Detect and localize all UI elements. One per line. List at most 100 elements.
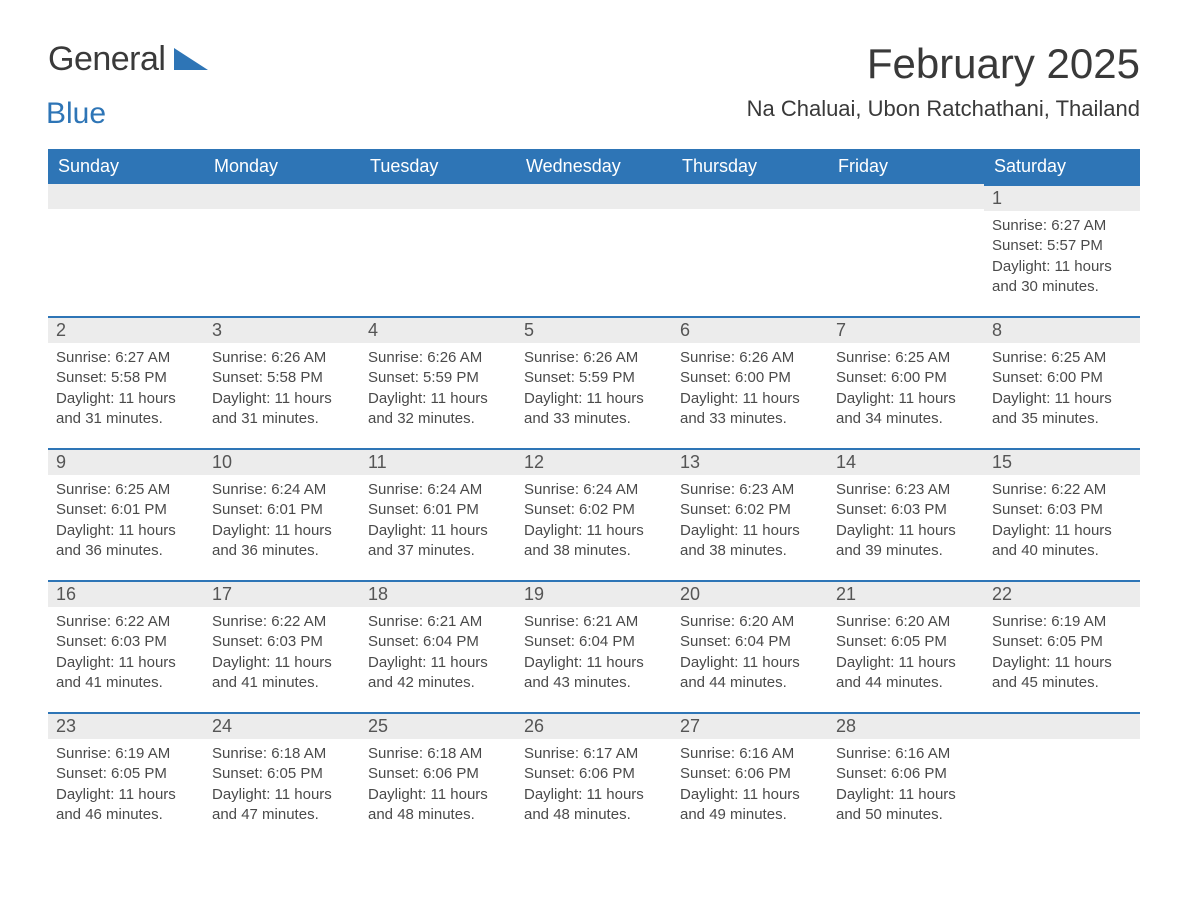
daylight-line: Daylight: 11 hours and 45 minutes. — [992, 653, 1132, 694]
sunset-line: Sunset: 6:04 PM — [524, 632, 664, 652]
daylight-line: Daylight: 11 hours and 30 minutes. — [992, 257, 1132, 298]
calendar-day-cell: 12Sunrise: 6:24 AMSunset: 6:02 PMDayligh… — [516, 448, 672, 580]
sunset-line: Sunset: 6:00 PM — [992, 368, 1132, 388]
day-number: 18 — [360, 580, 516, 607]
day-number: 1 — [984, 184, 1140, 211]
calendar-week-row: 1Sunrise: 6:27 AMSunset: 5:57 PMDaylight… — [48, 184, 1140, 316]
sunrise-line: Sunrise: 6:16 AM — [680, 744, 820, 764]
sunrise-line: Sunrise: 6:27 AM — [992, 216, 1132, 236]
daylight-line: Daylight: 11 hours and 41 minutes. — [56, 653, 196, 694]
sunrise-line: Sunrise: 6:17 AM — [524, 744, 664, 764]
calendar-day-cell: 25Sunrise: 6:18 AMSunset: 6:06 PMDayligh… — [360, 712, 516, 844]
sunrise-line: Sunrise: 6:23 AM — [836, 480, 976, 500]
calendar-day-cell: 3 Sunrise: 6:26 AMSunset: 5:58 PMDaylight… — [204, 316, 360, 448]
sunrise-line: Sunrise: 6:22 AM — [992, 480, 1132, 500]
day-data: Sunrise: 6:26 AMSunset: 5:59 PMDaylight:… — [516, 343, 672, 437]
sunset-line: Sunset: 6:03 PM — [56, 632, 196, 652]
sunrise-line: Sunrise: 6:20 AM — [680, 612, 820, 632]
day-data: Sunrise: 6:21 AMSunset: 6:04 PMDaylight:… — [516, 607, 672, 701]
sunset-line: Sunset: 6:05 PM — [992, 632, 1132, 652]
sunset-line: Sunset: 6:06 PM — [524, 764, 664, 784]
header: General Blue February 2025 Na Chaluai, U… — [48, 40, 1140, 131]
calendar-day-cell: 8Sunrise: 6:25 AMSunset: 6:00 PMDaylight… — [984, 316, 1140, 448]
sunset-line: Sunset: 6:06 PM — [368, 764, 508, 784]
day-number: 24 — [204, 712, 360, 739]
daylight-line: Daylight: 11 hours and 40 minutes. — [992, 521, 1132, 562]
daylight-line: Daylight: 11 hours and 48 minutes. — [368, 785, 508, 826]
calendar-week-row: 23Sunrise: 6:19 AMSunset: 6:05 PMDayligh… — [48, 712, 1140, 844]
day-data: Sunrise: 6:26 AMSunset: 6:00 PMDaylight:… — [672, 343, 828, 437]
day-number: 28 — [828, 712, 984, 739]
sunset-line: Sunset: 5:58 PM — [56, 368, 196, 388]
calendar-day-cell — [516, 184, 672, 316]
day-data: Sunrise: 6:25 AMSunset: 6:01 PMDaylight:… — [48, 475, 204, 569]
day-data: Sunrise: 6:18 AMSunset: 6:05 PMDaylight:… — [204, 739, 360, 833]
day-number: 3 — [204, 316, 360, 343]
month-title: February 2025 — [747, 40, 1140, 88]
sunset-line: Sunset: 6:06 PM — [836, 764, 976, 784]
daylight-line: Daylight: 11 hours and 37 minutes. — [368, 521, 508, 562]
daylight-line: Daylight: 11 hours and 44 minutes. — [680, 653, 820, 694]
day-data: Sunrise: 6:25 AMSunset: 6:00 PMDaylight:… — [828, 343, 984, 437]
day-data: Sunrise: 6:26 AMSunset: 5:59 PMDaylight:… — [360, 343, 516, 437]
daylight-line: Daylight: 11 hours and 44 minutes. — [836, 653, 976, 694]
calendar-day-cell: 22Sunrise: 6:19 AMSunset: 6:05 PMDayligh… — [984, 580, 1140, 712]
calendar-day-cell: 24Sunrise: 6:18 AMSunset: 6:05 PMDayligh… — [204, 712, 360, 844]
day-number: 11 — [360, 448, 516, 475]
day-number: 25 — [360, 712, 516, 739]
daylight-line: Daylight: 11 hours and 31 minutes. — [212, 389, 352, 430]
sunrise-line: Sunrise: 6:24 AM — [368, 480, 508, 500]
calendar-day-cell — [984, 712, 1140, 844]
calendar-week-row: 16Sunrise: 6:22 AMSunset: 6:03 PMDayligh… — [48, 580, 1140, 712]
sunrise-line: Sunrise: 6:25 AM — [992, 348, 1132, 368]
logo: General Blue — [48, 40, 208, 131]
daylight-line: Daylight: 11 hours and 36 minutes. — [212, 521, 352, 562]
location: Na Chaluai, Ubon Ratchathani, Thailand — [747, 96, 1140, 122]
day-data: Sunrise: 6:23 AMSunset: 6:03 PMDaylight:… — [828, 475, 984, 569]
daylight-line: Daylight: 11 hours and 38 minutes. — [680, 521, 820, 562]
weekday-header-row: SundayMondayTuesdayWednesdayThursdayFrid… — [48, 149, 1140, 184]
sunset-line: Sunset: 6:04 PM — [680, 632, 820, 652]
day-number: 23 — [48, 712, 204, 739]
sunset-line: Sunset: 6:01 PM — [212, 500, 352, 520]
day-data: Sunrise: 6:17 AMSunset: 6:06 PMDaylight:… — [516, 739, 672, 833]
day-number: 2 — [48, 316, 204, 343]
daylight-line: Daylight: 11 hours and 47 minutes. — [212, 785, 352, 826]
day-number: 7 — [828, 316, 984, 343]
day-number: 27 — [672, 712, 828, 739]
sunset-line: Sunset: 6:05 PM — [56, 764, 196, 784]
day-data: Sunrise: 6:21 AMSunset: 6:04 PMDaylight:… — [360, 607, 516, 701]
daylight-line: Daylight: 11 hours and 33 minutes. — [680, 389, 820, 430]
calendar-day-cell: 15Sunrise: 6:22 AMSunset: 6:03 PMDayligh… — [984, 448, 1140, 580]
calendar-day-cell: 10Sunrise: 6:24 AMSunset: 6:01 PMDayligh… — [204, 448, 360, 580]
daylight-line: Daylight: 11 hours and 32 minutes. — [368, 389, 508, 430]
day-data: Sunrise: 6:24 AMSunset: 6:01 PMDaylight:… — [204, 475, 360, 569]
sunset-line: Sunset: 5:59 PM — [368, 368, 508, 388]
sunrise-line: Sunrise: 6:21 AM — [368, 612, 508, 632]
sunrise-line: Sunrise: 6:20 AM — [836, 612, 976, 632]
daylight-line: Daylight: 11 hours and 50 minutes. — [836, 785, 976, 826]
day-number: 8 — [984, 316, 1140, 343]
calendar-day-cell: 27Sunrise: 6:16 AMSunset: 6:06 PMDayligh… — [672, 712, 828, 844]
day-number: 5 — [516, 316, 672, 343]
sunset-line: Sunset: 5:58 PM — [212, 368, 352, 388]
sunset-line: Sunset: 6:01 PM — [368, 500, 508, 520]
sunset-line: Sunset: 5:59 PM — [524, 368, 664, 388]
calendar-table: SundayMondayTuesdayWednesdayThursdayFrid… — [48, 149, 1140, 844]
daylight-line: Daylight: 11 hours and 39 minutes. — [836, 521, 976, 562]
calendar-day-cell: 4Sunrise: 6:26 AMSunset: 5:59 PMDaylight… — [360, 316, 516, 448]
daylight-line: Daylight: 11 hours and 31 minutes. — [56, 389, 196, 430]
sunset-line: Sunset: 6:05 PM — [212, 764, 352, 784]
day-number: 14 — [828, 448, 984, 475]
sunrise-line: Sunrise: 6:25 AM — [836, 348, 976, 368]
day-data: Sunrise: 6:16 AMSunset: 6:06 PMDaylight:… — [828, 739, 984, 833]
calendar-day-cell — [48, 184, 204, 316]
weekday-header: Tuesday — [360, 149, 516, 184]
sunset-line: Sunset: 6:06 PM — [680, 764, 820, 784]
weekday-header: Thursday — [672, 149, 828, 184]
sunrise-line: Sunrise: 6:26 AM — [524, 348, 664, 368]
sunrise-line: Sunrise: 6:26 AM — [212, 348, 352, 368]
calendar-day-cell — [672, 184, 828, 316]
calendar-day-cell: 5Sunrise: 6:26 AMSunset: 5:59 PMDaylight… — [516, 316, 672, 448]
day-data: Sunrise: 6:22 AMSunset: 6:03 PMDaylight:… — [984, 475, 1140, 569]
